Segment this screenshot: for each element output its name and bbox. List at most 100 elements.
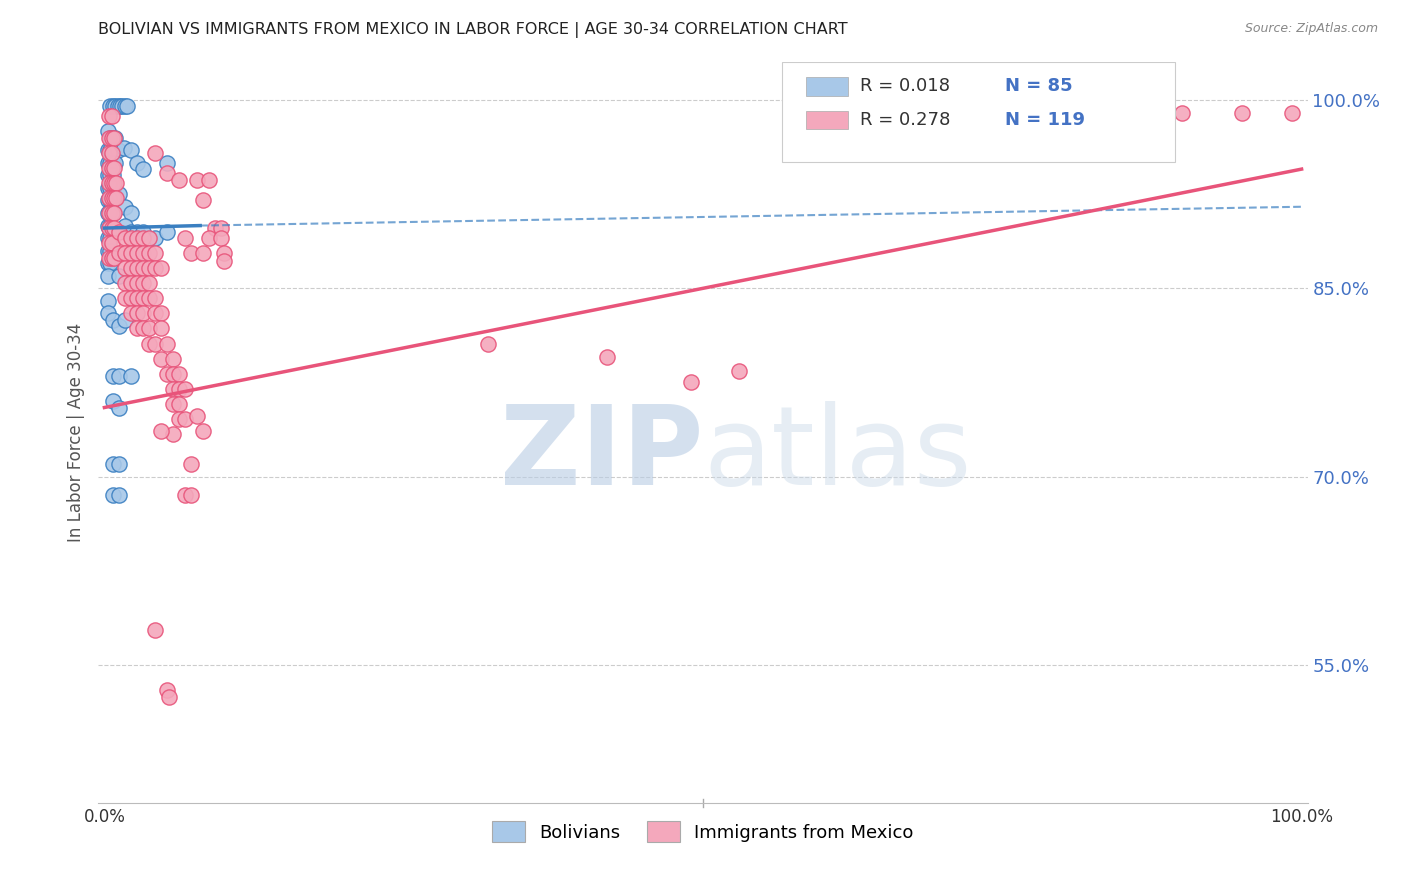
Point [132, 246, 155, 260]
Point [180, 457, 202, 471]
Point [100, 251, 122, 265]
Point [143, 336, 166, 351]
Point [100, 206, 122, 220]
Point [100, 143, 122, 157]
Point [143, 231, 166, 245]
Point [149, 425, 172, 439]
Point [107, 187, 129, 202]
Point [97, 256, 120, 270]
Point [125, 156, 148, 170]
Point [97, 169, 120, 183]
Point [132, 162, 155, 177]
Point [97, 244, 120, 258]
Point [1171, 105, 1194, 120]
Point [143, 623, 166, 637]
Point [167, 173, 190, 187]
Point [1230, 105, 1253, 120]
Point [209, 221, 232, 235]
Point [138, 246, 160, 260]
Point [98, 251, 121, 265]
Point [180, 246, 202, 260]
Point [212, 246, 235, 260]
Point [167, 367, 190, 381]
Point [197, 173, 219, 187]
Point [97, 194, 120, 208]
Point [107, 225, 129, 239]
Point [162, 397, 184, 411]
Point [132, 261, 155, 276]
Point [100, 145, 122, 160]
Point [191, 246, 214, 260]
Point [143, 306, 166, 320]
Point [120, 225, 142, 239]
Point [114, 261, 136, 276]
Point [143, 291, 166, 305]
Point [104, 143, 127, 157]
Point [1002, 105, 1025, 120]
Point [101, 457, 124, 471]
Point [97, 143, 120, 157]
Point [596, 351, 619, 365]
Point [120, 206, 142, 220]
Point [204, 221, 226, 235]
Point [98, 221, 121, 235]
Point [98, 109, 121, 123]
Point [186, 409, 208, 424]
Point [143, 261, 166, 276]
Point [859, 105, 882, 120]
Point [97, 293, 120, 308]
Text: BOLIVIAN VS IMMIGRANTS FROM MEXICO IN LABOR FORCE | AGE 30-34 CORRELATION CHART: BOLIVIAN VS IMMIGRANTS FROM MEXICO IN LA… [98, 22, 848, 38]
Point [103, 161, 125, 175]
Point [100, 191, 122, 205]
Point [103, 130, 125, 145]
Text: N = 85: N = 85 [1005, 77, 1073, 95]
Point [209, 231, 232, 245]
Text: atlas: atlas [703, 401, 972, 508]
Point [104, 156, 127, 170]
Point [100, 236, 122, 251]
Point [105, 176, 128, 190]
Point [115, 99, 138, 113]
Point [132, 291, 155, 305]
Point [149, 321, 172, 335]
Point [101, 99, 124, 113]
Point [101, 156, 124, 170]
Point [679, 376, 702, 390]
Point [114, 99, 136, 113]
Point [107, 401, 129, 415]
Point [120, 277, 142, 291]
Point [97, 219, 120, 233]
Point [157, 690, 180, 705]
Point [132, 225, 155, 239]
Point [125, 246, 148, 260]
Point [125, 225, 148, 239]
Point [100, 176, 122, 190]
Point [149, 306, 172, 320]
Point [98, 206, 121, 220]
Text: R = 0.018: R = 0.018 [860, 77, 950, 95]
Point [143, 246, 166, 260]
Point [149, 351, 172, 366]
Y-axis label: In Labor Force | Age 30-34: In Labor Force | Age 30-34 [66, 323, 84, 542]
Point [101, 143, 124, 157]
Point [114, 200, 136, 214]
Point [212, 253, 235, 268]
Point [125, 306, 148, 320]
Point [156, 367, 179, 381]
Point [162, 367, 184, 381]
FancyBboxPatch shape [782, 62, 1174, 162]
Point [98, 191, 121, 205]
Point [100, 130, 122, 145]
Point [156, 225, 179, 239]
Point [97, 231, 120, 245]
Legend: Bolivians, Immigrants from Mexico: Bolivians, Immigrants from Mexico [485, 814, 921, 849]
Point [156, 166, 179, 180]
Point [173, 382, 195, 396]
Point [162, 382, 184, 396]
Point [728, 364, 751, 378]
Point [156, 682, 179, 697]
FancyBboxPatch shape [806, 78, 848, 95]
Point [180, 488, 202, 502]
Point [103, 221, 125, 235]
Point [138, 291, 160, 305]
